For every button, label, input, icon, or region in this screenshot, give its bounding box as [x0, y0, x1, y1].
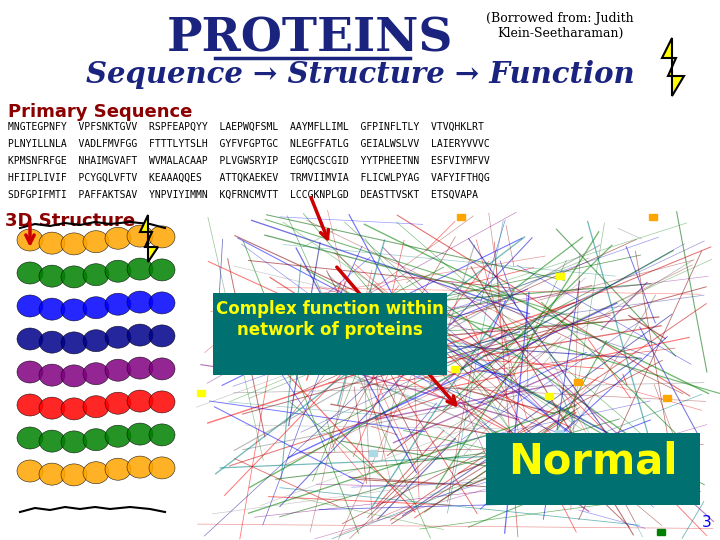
Bar	[649, 214, 657, 220]
FancyBboxPatch shape	[213, 293, 447, 375]
Bar	[556, 273, 564, 279]
Ellipse shape	[39, 232, 65, 254]
Ellipse shape	[17, 427, 43, 449]
Polygon shape	[140, 215, 158, 262]
Bar	[239, 316, 247, 322]
Bar	[451, 366, 459, 372]
Ellipse shape	[149, 391, 175, 413]
Ellipse shape	[61, 233, 87, 255]
Ellipse shape	[39, 265, 65, 287]
Ellipse shape	[39, 463, 65, 485]
Text: Primary Sequence: Primary Sequence	[8, 103, 192, 121]
Bar	[369, 450, 377, 456]
Ellipse shape	[105, 227, 131, 249]
Ellipse shape	[149, 259, 175, 281]
Bar	[279, 319, 287, 325]
Ellipse shape	[127, 225, 153, 247]
Ellipse shape	[39, 364, 65, 386]
Text: 3D Structure: 3D Structure	[5, 212, 135, 230]
Text: HFIIPLIVIF  PCYGQLVFTV  KEAAAQQES   ATTQKAEKEV  TRMVIIMVIA  FLICWLPYAG  VAFYIFTH: HFIIPLIVIF PCYGQLVFTV KEAAAQQES ATTQKAEK…	[8, 173, 490, 183]
Ellipse shape	[105, 293, 131, 315]
Bar	[0, 210, 195, 540]
Text: Normal: Normal	[508, 440, 678, 482]
Polygon shape	[662, 38, 684, 96]
FancyBboxPatch shape	[486, 433, 700, 505]
Text: (Borrowed from: Judith
Klein-Seetharaman): (Borrowed from: Judith Klein-Seetharaman…	[486, 12, 634, 40]
Ellipse shape	[105, 425, 131, 447]
Ellipse shape	[127, 456, 153, 478]
Ellipse shape	[61, 398, 87, 420]
Ellipse shape	[105, 260, 131, 282]
Ellipse shape	[39, 298, 65, 320]
Ellipse shape	[39, 430, 65, 452]
Bar	[555, 430, 563, 436]
Ellipse shape	[105, 359, 131, 381]
Bar	[663, 395, 671, 401]
Ellipse shape	[17, 262, 43, 284]
Ellipse shape	[17, 394, 43, 416]
Text: Complex function within
network of proteins: Complex function within network of prote…	[216, 300, 444, 339]
Ellipse shape	[17, 361, 43, 383]
Ellipse shape	[149, 292, 175, 314]
Ellipse shape	[83, 363, 109, 384]
Text: PLNYILLNLA  VADLFMVFGG  FTTTLYTSLH  GYFVFGPTGC  NLEGFFATLG  GEIALWSLVV  LAIERYVV: PLNYILLNLA VADLFMVFGG FTTTLYTSLH GYFVFGP…	[8, 139, 490, 149]
Text: MNGTEGPNFY  VPFSNKTGVV  RSPFEAPQYY  LAEPWQFSML  AAYMFLLIML  GFPINFLTLY  VTVQHKLR: MNGTEGPNFY VPFSNKTGVV RSPFEAPQYY LAEPWQF…	[8, 122, 484, 132]
Ellipse shape	[61, 332, 87, 354]
Ellipse shape	[127, 357, 153, 379]
Bar	[657, 529, 665, 535]
Ellipse shape	[149, 424, 175, 446]
Ellipse shape	[127, 291, 153, 313]
Bar	[545, 393, 553, 399]
Ellipse shape	[83, 264, 109, 286]
Ellipse shape	[83, 296, 109, 319]
Text: SDFGPIFMTI  PAFFAKTSAV  YNPVIYIMMN  KQFRNCMVTT  LCCGKNPLGD  DEASTTVSKT  ETSQVAPA: SDFGPIFMTI PAFFAKTSAV YNPVIYIMMN KQFRNCM…	[8, 190, 478, 200]
Ellipse shape	[83, 429, 109, 451]
Bar	[574, 379, 582, 385]
Ellipse shape	[17, 229, 43, 251]
Ellipse shape	[83, 330, 109, 352]
Text: Sequence → Structure → Function: Sequence → Structure → Function	[86, 60, 634, 89]
Bar	[197, 390, 204, 396]
Bar	[535, 484, 543, 490]
Bar	[649, 491, 657, 497]
Ellipse shape	[83, 396, 109, 418]
Ellipse shape	[149, 457, 175, 479]
Bar	[457, 214, 465, 220]
Ellipse shape	[105, 326, 131, 348]
Ellipse shape	[61, 431, 87, 453]
Ellipse shape	[127, 390, 153, 412]
Ellipse shape	[83, 231, 109, 253]
Ellipse shape	[39, 397, 65, 419]
Ellipse shape	[61, 266, 87, 288]
Ellipse shape	[83, 462, 109, 484]
Ellipse shape	[105, 392, 131, 414]
Ellipse shape	[39, 331, 65, 353]
Text: 3: 3	[702, 515, 712, 530]
Ellipse shape	[149, 325, 175, 347]
Ellipse shape	[105, 458, 131, 480]
Ellipse shape	[149, 358, 175, 380]
Ellipse shape	[61, 299, 87, 321]
Text: PROTEINS: PROTEINS	[167, 15, 454, 61]
Ellipse shape	[17, 460, 43, 482]
Text: KPMSNFRFGE  NHAIMGVAFT  WVMALACAAP  PLVGWSRYIP  EGMQCSCGID  YYTPHEETNN  ESFVIYMF: KPMSNFRFGE NHAIMGVAFT WVMALACAAP PLVGWSR…	[8, 156, 490, 166]
Ellipse shape	[17, 295, 43, 317]
Ellipse shape	[61, 464, 87, 486]
Ellipse shape	[149, 226, 175, 248]
Ellipse shape	[127, 258, 153, 280]
Ellipse shape	[61, 365, 87, 387]
Ellipse shape	[17, 328, 43, 350]
Ellipse shape	[127, 324, 153, 346]
Ellipse shape	[127, 423, 153, 445]
